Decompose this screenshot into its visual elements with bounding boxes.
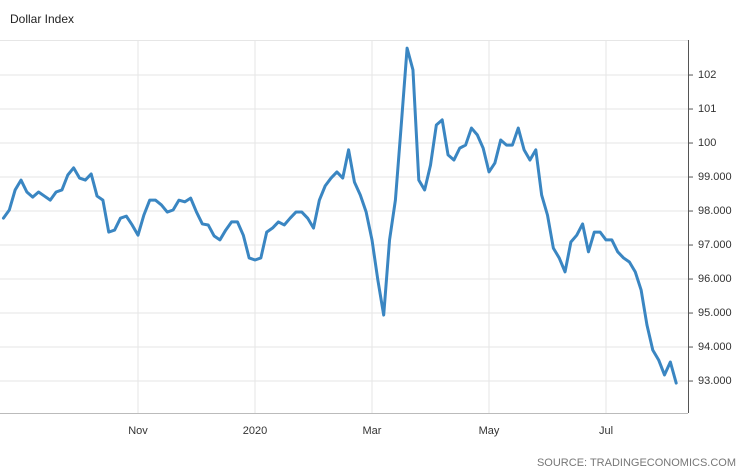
y-tick-label: 93.000 (698, 375, 732, 387)
y-tick-label: 102 (698, 69, 716, 81)
y-tick-label: 95.000 (698, 307, 732, 319)
y-tick-label: 96.000 (698, 273, 732, 285)
x-tick-label: Jul (599, 425, 613, 437)
y-tick-label: 101 (698, 103, 716, 115)
chart-title: Dollar Index (10, 12, 74, 26)
x-tick-label: May (479, 425, 500, 437)
source: SOURCE: TRADINGECONOMICS.COM (537, 457, 736, 468)
y-tick-label: 100 (698, 137, 716, 149)
y-tick-label: 98.000 (698, 205, 732, 217)
line (1, 46, 678, 385)
y-tick-label: 99.000 (698, 171, 732, 183)
y-tick-label: 97.000 (698, 239, 732, 251)
x-tick-label: 2020 (243, 425, 267, 437)
y-tick-label: 94.000 (698, 341, 732, 353)
x-tick-label: Nov (128, 425, 148, 437)
x-tick-label: Mar (363, 425, 382, 437)
